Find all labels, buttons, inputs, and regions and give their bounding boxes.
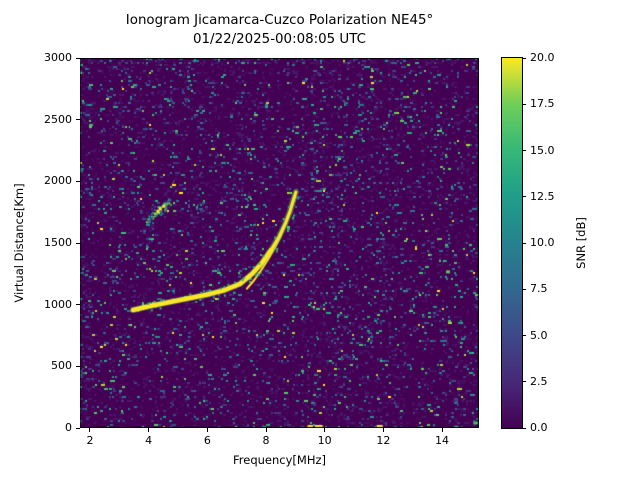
x-tick-mark [441,428,443,432]
y-tick-mark [76,365,80,367]
y-tick-label: 2000 [44,174,72,188]
colorbar-tick-label: 5.0 [530,328,548,342]
x-tick-label: 2 [86,434,94,447]
colorbar-tick-mark [522,103,526,105]
chart-title-line1: Ionogram Jicamarca-Cuzco Polarization NE… [125,13,434,28]
colorbar-tick-mark [522,150,526,151]
colorbar-tick-label: 10.0 [530,236,555,249]
x-tick-label: 6 [203,434,211,447]
x-tick-mark [206,428,208,432]
y-tick-label: 1500 [44,236,72,249]
y-tick-label: 0 [65,421,72,434]
chart-title: Ionogram Jicamarca-Cuzco Polarization NE… [80,12,479,49]
colorbar-tick-label: 17.5 [530,97,555,111]
x-axis-label: Frequency[MHz] [233,453,326,467]
colorbar-label: SNR [dB] [574,217,588,269]
ionogram-heatmap [80,58,479,428]
y-tick-label: 500 [51,359,72,373]
y-tick-mark [76,427,80,429]
y-tick-mark [76,119,80,121]
colorbar-tick-label: 12.5 [530,189,555,203]
x-tick-mark [382,428,384,432]
y-tick-label: 1000 [44,297,72,311]
y-tick-mark [76,57,80,59]
colorbar-tick-label: 15.0 [530,143,555,157]
x-tick-label: 10 [317,434,332,447]
y-tick-mark [76,304,80,306]
y-tick-mark [76,242,80,244]
x-tick-mark [148,428,150,432]
x-tick-label: 12 [376,434,391,447]
colorbar-tick-mark [522,335,526,336]
colorbar-tick-mark [522,57,526,59]
x-tick-mark [89,428,91,432]
colorbar-tick-mark [522,242,526,244]
colorbar-tick-mark [522,381,526,383]
colorbar-tick-mark [522,288,526,290]
colorbar-tick-mark [522,427,526,429]
x-tick-label: 14 [435,434,450,447]
y-tick-label: 3000 [44,51,72,64]
y-tick-mark [76,180,80,182]
x-tick-label: 4 [145,434,153,447]
y-tick-label: 2500 [44,112,72,126]
x-tick-mark [324,428,326,432]
colorbar-tick-label: 2.5 [530,374,548,388]
y-axis-label: Virtual Distance[Km] [12,183,26,303]
x-tick-label: 8 [262,434,270,447]
chart-title-line2: 01/22/2025-00:08:05 UTC [193,31,366,47]
colorbar-tick-label: 0.0 [530,421,548,434]
x-tick-mark [265,428,267,432]
colorbar-tick-label: 7.5 [530,282,548,296]
colorbar-tick-label: 20.0 [530,51,555,64]
colorbar [501,57,523,429]
colorbar-tick-mark [522,196,526,198]
